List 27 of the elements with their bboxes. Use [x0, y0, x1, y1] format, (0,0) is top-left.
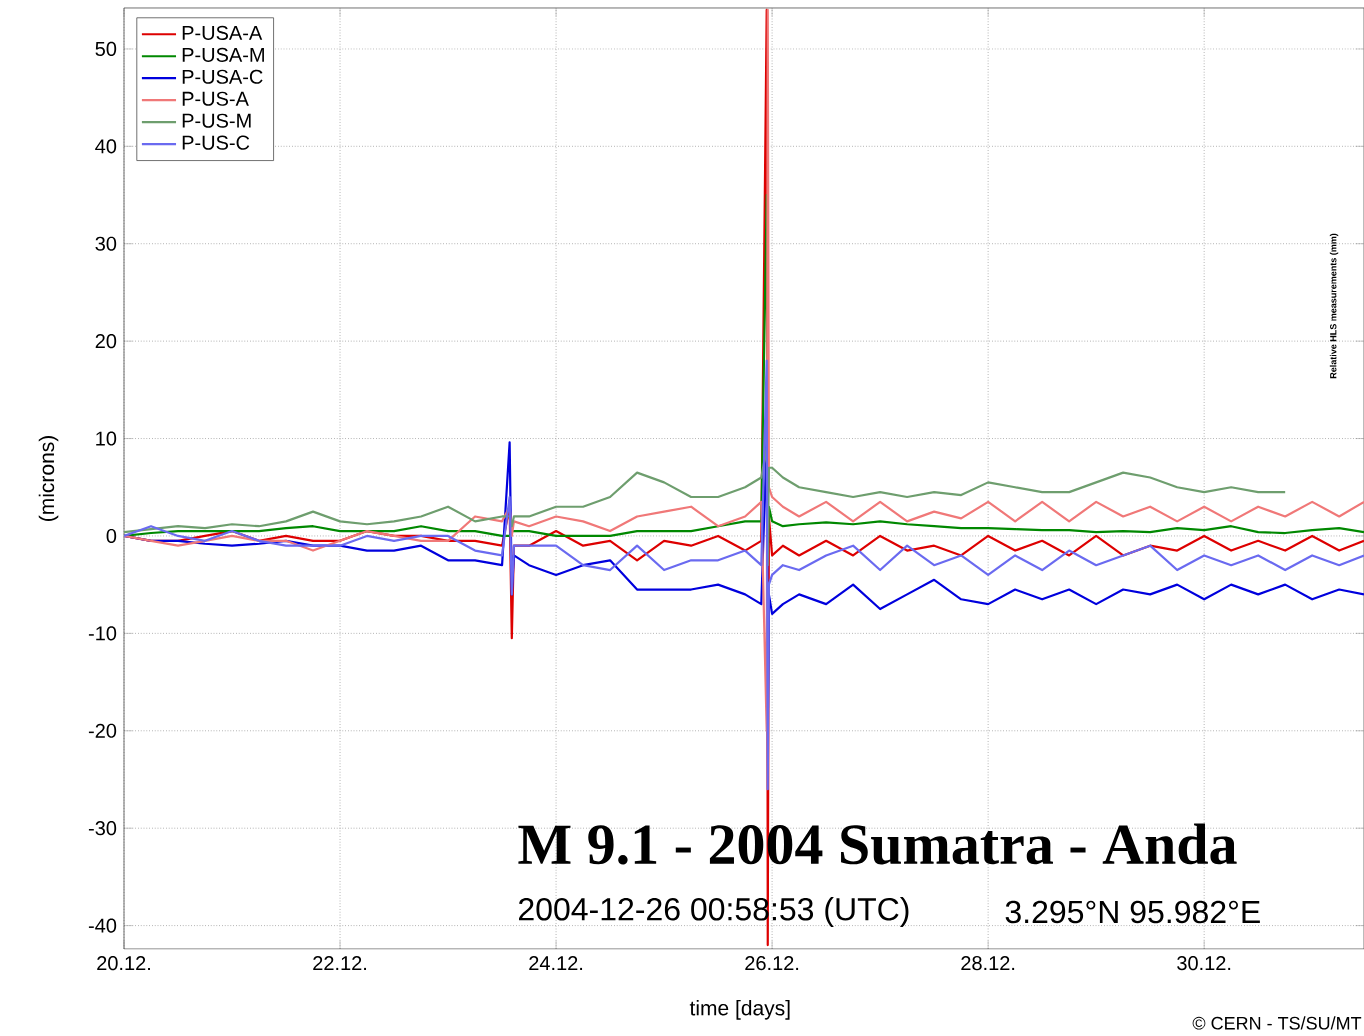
legend-label: P-US-A	[182, 91, 249, 106]
y-axis-title: (microns)	[38, 436, 59, 521]
legend-label: P-US-M	[182, 113, 251, 128]
y-tick-label: 20	[95, 334, 117, 349]
y-tick-label: -20	[88, 723, 117, 738]
y-tick-label: -30	[88, 821, 117, 836]
annotation: Relative HLS measurements (mm)	[1329, 233, 1339, 379]
y-tick-label: 50	[95, 41, 117, 56]
annotation: 3.295°N 95.982°E	[1005, 900, 1260, 924]
y-tick-label: 40	[95, 139, 117, 154]
x-tick-label: 26.12.	[745, 956, 799, 971]
y-tick-label: 10	[96, 431, 117, 446]
x-tick-label: 28.12.	[961, 956, 1015, 971]
y-tick-label: 30	[95, 236, 117, 251]
x-tick-label: 30.12.	[1177, 956, 1231, 971]
y-tick-label: -10	[88, 626, 117, 641]
text: © CERN - TS/SU/MT	[1192, 1016, 1362, 1030]
x-tick-label: 22.12.	[313, 956, 367, 971]
x-tick-label: 20.12.	[97, 956, 150, 971]
legend-label: P-USA-A	[182, 25, 263, 40]
y-tick-label: 0	[106, 528, 117, 544]
x-axis-title: time [days]	[689, 1000, 790, 1020]
y-tick-label: -40	[88, 918, 117, 933]
x-tick-label: 24.12.	[529, 956, 583, 971]
legend-label: P-USA-M	[182, 47, 264, 62]
legend-label: P-US-C	[182, 135, 250, 150]
legend-label: P-USA-C	[182, 69, 263, 84]
